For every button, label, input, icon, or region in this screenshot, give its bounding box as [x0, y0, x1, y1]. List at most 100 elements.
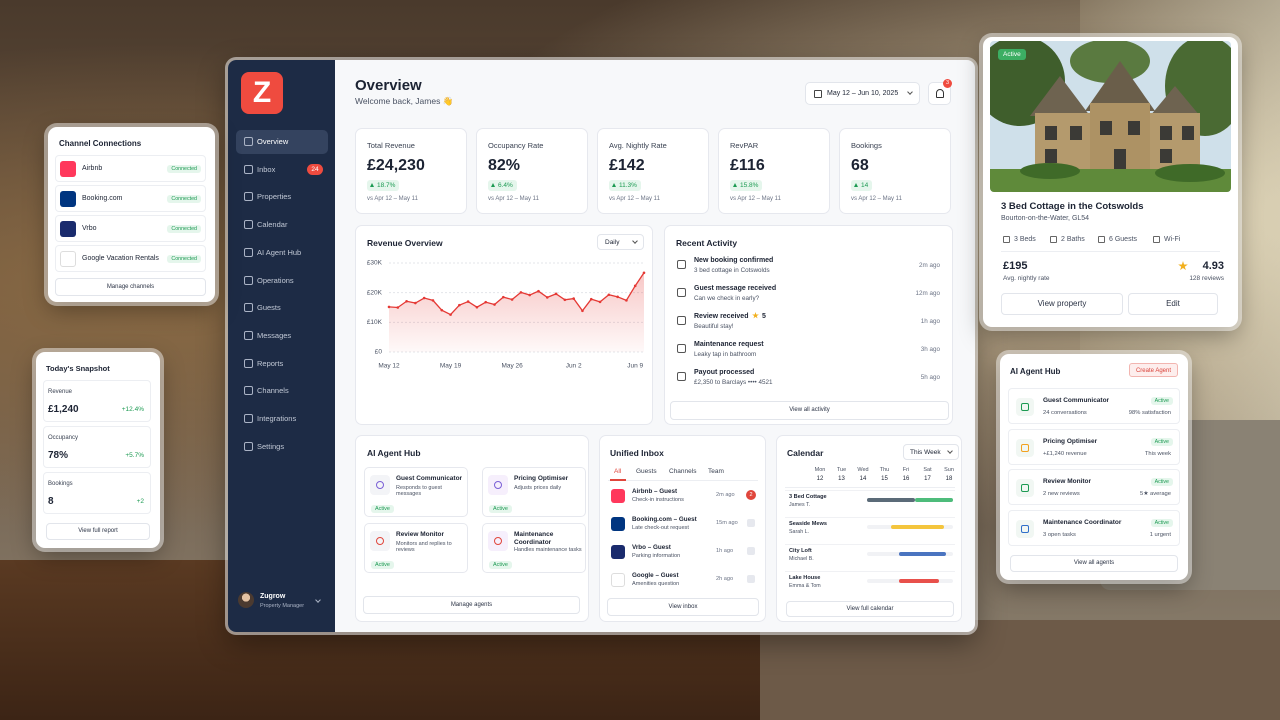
kpi-period: vs Apr 12 – May 11	[488, 196, 539, 202]
manage-agents-button[interactable]: Manage agents	[363, 596, 580, 614]
granularity-dropdown[interactable]: Daily	[597, 234, 644, 250]
chevron	[947, 448, 953, 454]
create-agent-button[interactable]: Create Agent	[1128, 363, 1178, 377]
agent-status: Active	[489, 505, 512, 513]
card-title: Today's Snapshot	[46, 364, 110, 373]
agent-row[interactable]: Review Monitor Active 2 new reviews 5★ aver…	[1008, 469, 1180, 505]
nav-item[interactable]: Overview	[236, 130, 328, 154]
nav-badge: 24	[307, 163, 323, 175]
view-all-agents-button[interactable]: View all agents	[1010, 555, 1178, 572]
data-point	[440, 308, 444, 312]
manage-channels-button[interactable]: Manage channels	[55, 278, 206, 296]
channel-status: Connected	[167, 195, 201, 203]
nav-item[interactable]: Settings	[236, 435, 328, 459]
data-point	[502, 295, 505, 299]
kpi-label: Occupancy Rate	[488, 141, 544, 150]
section-title: Calendar	[787, 448, 824, 458]
status-badge: Active	[998, 49, 1026, 60]
view-full-calendar-button[interactable]: View full calendar	[786, 601, 954, 617]
notification-badge: 3	[943, 79, 952, 88]
x-tick-label: May 19	[440, 363, 462, 370]
user-name: Zugrow	[260, 593, 286, 600]
agent-status: Active	[1150, 437, 1173, 446]
agent-status: Active	[1150, 478, 1173, 486]
agent-row[interactable]: Maintenance Coordinator Active 3 open task…	[1008, 509, 1180, 546]
agent-row[interactable]: Pricing Optimiser Active +£1,240 revenue Th…	[1008, 428, 1180, 465]
inbox-tab[interactable]: Guests	[636, 468, 657, 475]
calendar-range-dropdown[interactable]: This Week	[903, 444, 959, 460]
icon	[611, 489, 625, 503]
edit-button[interactable]: Edit	[1128, 293, 1218, 315]
up-arrow	[370, 183, 374, 187]
star-icon	[1178, 261, 1188, 271]
agent-glyph	[1021, 524, 1029, 533]
house-photo	[990, 41, 1231, 192]
activity-time: 3h ago	[920, 346, 940, 353]
nav-icon	[244, 137, 253, 146]
icon	[747, 547, 755, 555]
nav-item[interactable]: Channels	[236, 379, 328, 403]
nav-icon	[244, 330, 253, 340]
nav-item[interactable]: Inbox 24	[236, 158, 328, 182]
nav-item[interactable]: Messages	[236, 324, 328, 348]
inbox-tab[interactable]: Channels	[669, 468, 697, 475]
nav-item[interactable]: Calendar	[236, 213, 328, 237]
channel-name: Google Vacation Rentals	[82, 255, 159, 262]
nav-label: Calendar	[257, 220, 288, 230]
icon	[1098, 236, 1105, 243]
day-date: 17	[924, 476, 931, 482]
chevron	[632, 238, 638, 244]
view-property-button[interactable]: View property	[1001, 293, 1123, 315]
view-full-report-button[interactable]: View full report	[46, 523, 150, 540]
icon	[1050, 236, 1057, 243]
view-all-activity-button[interactable]: View all activity	[670, 401, 949, 420]
property-feature: 3 Beds	[1014, 236, 1036, 243]
agent-status: Active	[489, 561, 512, 569]
nav-item[interactable]: Properties	[236, 185, 328, 209]
activity-time: 2m ago	[918, 262, 940, 269]
area-fill	[389, 272, 644, 352]
view-inbox-button[interactable]: View inbox	[607, 598, 759, 616]
agent-desc: Responds to guest messages	[396, 485, 442, 497]
agent-name: Pricing Optimiser	[1043, 437, 1098, 445]
nav-item[interactable]: Guests	[236, 296, 328, 320]
agent-glyph	[1021, 484, 1029, 492]
nav-item[interactable]: Integrations	[236, 407, 328, 431]
inbox-tab[interactable]: Team	[708, 468, 724, 475]
message-time: 15m ago	[716, 520, 738, 526]
date-range-button[interactable]: May 12 – Jun 10, 2025	[805, 82, 920, 105]
agent-name: Guest Communicator	[396, 475, 463, 482]
nav-icon	[244, 414, 253, 423]
nav-item[interactable]: Operations	[236, 269, 328, 293]
agent-box[interactable]: Guest Communicator Responds to guest mess…	[364, 467, 468, 517]
ai-agent-hub-card: AI Agent Hub Guest Communicator Responds t…	[355, 435, 589, 622]
agent-box[interactable]: Review Monitor Monitors and replies to re…	[364, 523, 468, 573]
nav-item[interactable]: AI Agent Hub	[236, 241, 328, 265]
nav-item[interactable]: Reports	[236, 352, 328, 376]
inbox-tab[interactable]: All	[614, 468, 622, 475]
data-point	[449, 313, 452, 316]
kpi-card: Bookings 68 14 vs Apr 12 – May 11	[839, 128, 951, 214]
day-divider	[785, 487, 955, 488]
agent-box[interactable]: Maintenance Coordinator Handles maintenan…	[482, 523, 586, 573]
day-name: Fri	[902, 467, 910, 473]
up-arrow	[854, 183, 858, 187]
chevron	[907, 89, 913, 95]
notifications-button[interactable]: 3	[928, 79, 952, 105]
message-from: Airbnb – Guest	[632, 488, 678, 495]
icon	[611, 517, 625, 531]
agent-box[interactable]: Pricing Optimiser Adjusts prices daily Act…	[482, 467, 586, 517]
day-date: 18	[945, 476, 953, 482]
avatar	[238, 592, 254, 608]
day-date: 13	[838, 476, 845, 482]
nav-label: Messages	[257, 330, 292, 340]
day-name: Tue	[836, 467, 847, 473]
data-point	[625, 299, 628, 302]
day-date: 15	[881, 476, 888, 482]
icon	[677, 288, 686, 297]
x-tick-label: May 12	[378, 363, 400, 370]
data-point	[537, 289, 540, 293]
agent-row[interactable]: Guest Communicator Active 24 conversations…	[1008, 388, 1180, 424]
channel-status: Connected	[167, 255, 201, 263]
